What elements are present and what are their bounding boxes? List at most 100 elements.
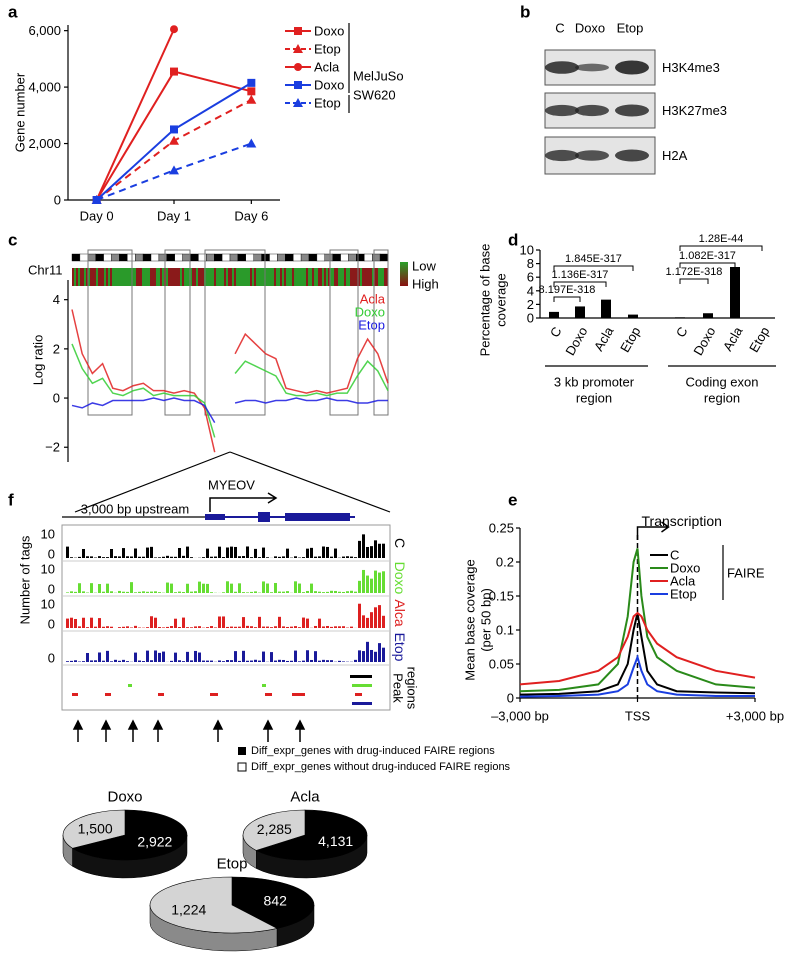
heat-cell — [352, 268, 354, 286]
panel-label: d — [508, 231, 518, 250]
tag-bar — [278, 556, 281, 558]
tag-bar — [242, 617, 245, 628]
tag-bar — [362, 615, 365, 628]
tag-bar — [274, 626, 277, 628]
tag-bar — [66, 618, 69, 628]
heat-cell — [222, 268, 224, 286]
series-line — [519, 548, 756, 693]
tag-bar — [250, 557, 253, 558]
tag-bar — [310, 547, 313, 558]
tag-bar — [354, 659, 357, 662]
heat-cell — [142, 268, 144, 286]
tag-bar — [162, 651, 165, 662]
heat-cell — [254, 268, 256, 286]
ideogram — [103, 253, 112, 262]
tag-bar — [154, 617, 157, 628]
tag-bar — [278, 659, 281, 662]
label: 0 — [507, 691, 514, 706]
ideogram — [372, 253, 381, 262]
heat-cell — [382, 268, 384, 286]
ideogram — [364, 253, 373, 262]
heat-cell — [178, 268, 180, 286]
heat-cell — [186, 268, 188, 286]
heat-cell — [286, 268, 288, 286]
tag-bar — [186, 583, 189, 593]
tag-bar — [66, 661, 69, 662]
heat-cell — [316, 268, 318, 286]
gene-arrow — [209, 492, 278, 512]
bar — [703, 313, 713, 318]
peak-region — [72, 693, 78, 696]
tag-bar — [118, 590, 121, 593]
tag-bar — [90, 617, 93, 628]
heat-cell — [278, 268, 280, 286]
heat-cell — [160, 268, 162, 286]
tag-bar — [190, 591, 193, 593]
heat-cell — [156, 268, 158, 286]
heat-cell — [88, 268, 90, 286]
label: 6,000 — [28, 23, 61, 38]
arrow — [72, 719, 84, 742]
ideogram — [158, 253, 167, 262]
tag-bar — [190, 557, 193, 558]
tag-bar — [378, 605, 381, 628]
tag-bar — [190, 627, 193, 628]
tag-bar — [370, 578, 373, 593]
tag-bar — [70, 660, 73, 662]
tag-bar — [122, 591, 125, 593]
tag-bar — [166, 582, 169, 593]
heat-cell — [200, 268, 202, 286]
heat-cell — [166, 268, 168, 286]
tag-bar — [90, 660, 93, 662]
tag-bar — [242, 650, 245, 662]
tag-bar — [362, 534, 365, 558]
tag-bar — [242, 592, 245, 593]
pie-slice — [149, 876, 278, 934]
tag-bar — [94, 660, 97, 662]
label: 4 — [527, 283, 534, 298]
ideogram — [348, 253, 357, 262]
label: Peak — [391, 673, 406, 703]
label: Acla — [670, 574, 696, 589]
tag-bar — [142, 661, 145, 662]
heat-cell — [128, 268, 130, 286]
heat-cell — [214, 268, 216, 286]
tag-bar — [106, 557, 109, 558]
blot-band — [575, 63, 609, 72]
tag-bar — [278, 591, 281, 593]
panel-label: e — [508, 491, 517, 510]
tag-bar — [270, 627, 273, 628]
tag-bar — [242, 556, 245, 558]
legend-label: Diff_expr_genes without drug-induced FAI… — [251, 761, 511, 773]
tag-bar — [210, 592, 213, 593]
label: Doxo — [314, 24, 344, 39]
heat-cell — [258, 268, 260, 286]
tag-bar — [326, 591, 329, 593]
label: 6 — [527, 270, 534, 285]
heat-cell — [276, 268, 278, 286]
label: MelJuSo — [353, 69, 404, 84]
panel-label: c — [8, 231, 17, 250]
tag-bar — [118, 556, 121, 558]
heat-cell — [252, 268, 254, 286]
tag-bar — [254, 659, 257, 662]
marker — [169, 165, 179, 175]
marker — [246, 94, 257, 104]
label: 3,000 bp upstream — [81, 502, 189, 517]
tag-bar — [290, 660, 293, 662]
label: 0 — [527, 311, 534, 326]
tag-bar — [138, 591, 141, 593]
tag-bar — [374, 607, 377, 628]
heat-cell — [120, 268, 122, 286]
arrow — [294, 719, 306, 742]
ideogram — [324, 253, 333, 262]
heat-cell — [108, 268, 110, 286]
tag-bar — [142, 591, 145, 593]
label: coverage — [494, 273, 509, 326]
heat-cell — [324, 268, 326, 286]
tag-bar — [382, 571, 385, 593]
p-value: 1.082E-317 — [679, 250, 736, 262]
heat-cell — [380, 268, 382, 286]
heat-cell — [300, 268, 302, 286]
label: 2,000 — [28, 136, 61, 151]
